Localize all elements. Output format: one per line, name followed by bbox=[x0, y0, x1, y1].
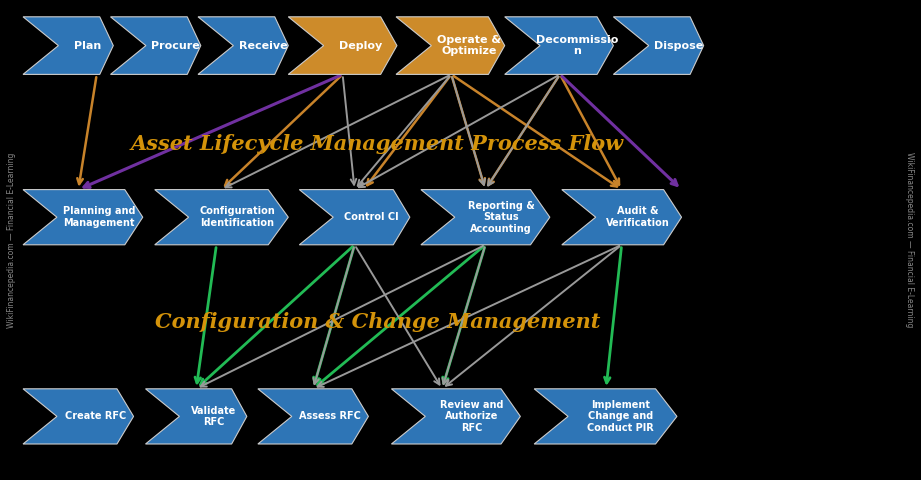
Polygon shape bbox=[111, 17, 201, 74]
Polygon shape bbox=[258, 389, 368, 444]
Polygon shape bbox=[613, 17, 704, 74]
Polygon shape bbox=[155, 190, 288, 245]
Text: Procure: Procure bbox=[151, 41, 200, 50]
Polygon shape bbox=[391, 389, 520, 444]
Polygon shape bbox=[562, 190, 682, 245]
Text: Configuration & Change Management: Configuration & Change Management bbox=[155, 312, 600, 332]
Text: Validate
RFC: Validate RFC bbox=[192, 406, 237, 427]
Polygon shape bbox=[396, 17, 505, 74]
Polygon shape bbox=[23, 17, 113, 74]
Text: Implement
Change and
Conduct PIR: Implement Change and Conduct PIR bbox=[587, 400, 654, 433]
Polygon shape bbox=[23, 190, 143, 245]
Text: Decommissio
n: Decommissio n bbox=[536, 35, 619, 56]
Text: Operate &
Optimize: Operate & Optimize bbox=[437, 35, 501, 56]
Text: Asset Lifecycle Management Process Flow: Asset Lifecycle Management Process Flow bbox=[131, 134, 624, 154]
Polygon shape bbox=[198, 17, 288, 74]
Text: WikiFinancepedia.com — Financial E-Learning: WikiFinancepedia.com — Financial E-Learn… bbox=[6, 152, 16, 328]
Polygon shape bbox=[146, 389, 247, 444]
Polygon shape bbox=[288, 17, 397, 74]
Text: WikiFinancepedia.com — Financial E-Learning: WikiFinancepedia.com — Financial E-Learn… bbox=[905, 152, 915, 328]
Polygon shape bbox=[505, 17, 613, 74]
Text: Review and
Authorize
RFC: Review and Authorize RFC bbox=[440, 400, 504, 433]
Text: Audit &
Verification: Audit & Verification bbox=[606, 206, 670, 228]
Text: Dispose: Dispose bbox=[654, 41, 703, 50]
Text: Receive: Receive bbox=[239, 41, 287, 50]
Text: Reporting &
Status
Accounting: Reporting & Status Accounting bbox=[468, 201, 534, 234]
Polygon shape bbox=[534, 389, 677, 444]
Text: Deploy: Deploy bbox=[339, 41, 382, 50]
Polygon shape bbox=[23, 389, 134, 444]
Text: Control CI: Control CI bbox=[344, 212, 399, 222]
Polygon shape bbox=[421, 190, 550, 245]
Text: Configuration
Identification: Configuration Identification bbox=[199, 206, 274, 228]
Text: Create RFC: Create RFC bbox=[64, 411, 126, 421]
Text: Planning and
Management: Planning and Management bbox=[63, 206, 135, 228]
Polygon shape bbox=[299, 190, 410, 245]
Text: Plan: Plan bbox=[75, 41, 101, 50]
Text: Assess RFC: Assess RFC bbox=[299, 411, 361, 421]
